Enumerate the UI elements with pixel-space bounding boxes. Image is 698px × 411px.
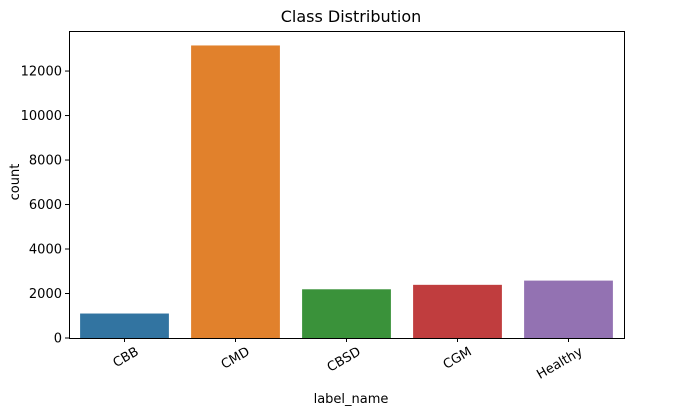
x-tick-label: CBB <box>111 344 142 370</box>
x-tick-label: CMD <box>219 344 253 372</box>
bar-cgm <box>413 284 502 338</box>
chart-title: Class Distribution <box>281 7 422 26</box>
x-tick-label: CBSD <box>325 344 364 375</box>
plot-area-frame <box>69 31 625 339</box>
y-tick-label: 4000 <box>29 243 62 258</box>
y-tick-label: 6000 <box>29 198 62 213</box>
bar-cbsd <box>302 289 391 338</box>
bar-healthy <box>524 280 613 338</box>
y-tick-label: 10000 <box>21 109 62 124</box>
x-tick-label: Healthy <box>534 344 585 382</box>
bar-cbb <box>80 313 169 338</box>
y-tick-label: 0 <box>54 332 62 347</box>
x-ticks-layer: CBB CMD CBSD CGM Healthy <box>111 338 586 383</box>
x-axis-label: label_name <box>314 392 389 407</box>
y-tick-label: 12000 <box>21 65 62 80</box>
bars-layer <box>80 45 613 338</box>
x-tick-label: CGM <box>441 344 475 372</box>
y-ticks-layer: 0 2000 4000 6000 8000 10000 12000 <box>21 65 69 347</box>
bar-cmd <box>191 45 280 338</box>
y-tick-label: 8000 <box>29 154 62 169</box>
y-tick-label: 2000 <box>29 287 62 302</box>
y-axis-label: count <box>8 164 23 201</box>
